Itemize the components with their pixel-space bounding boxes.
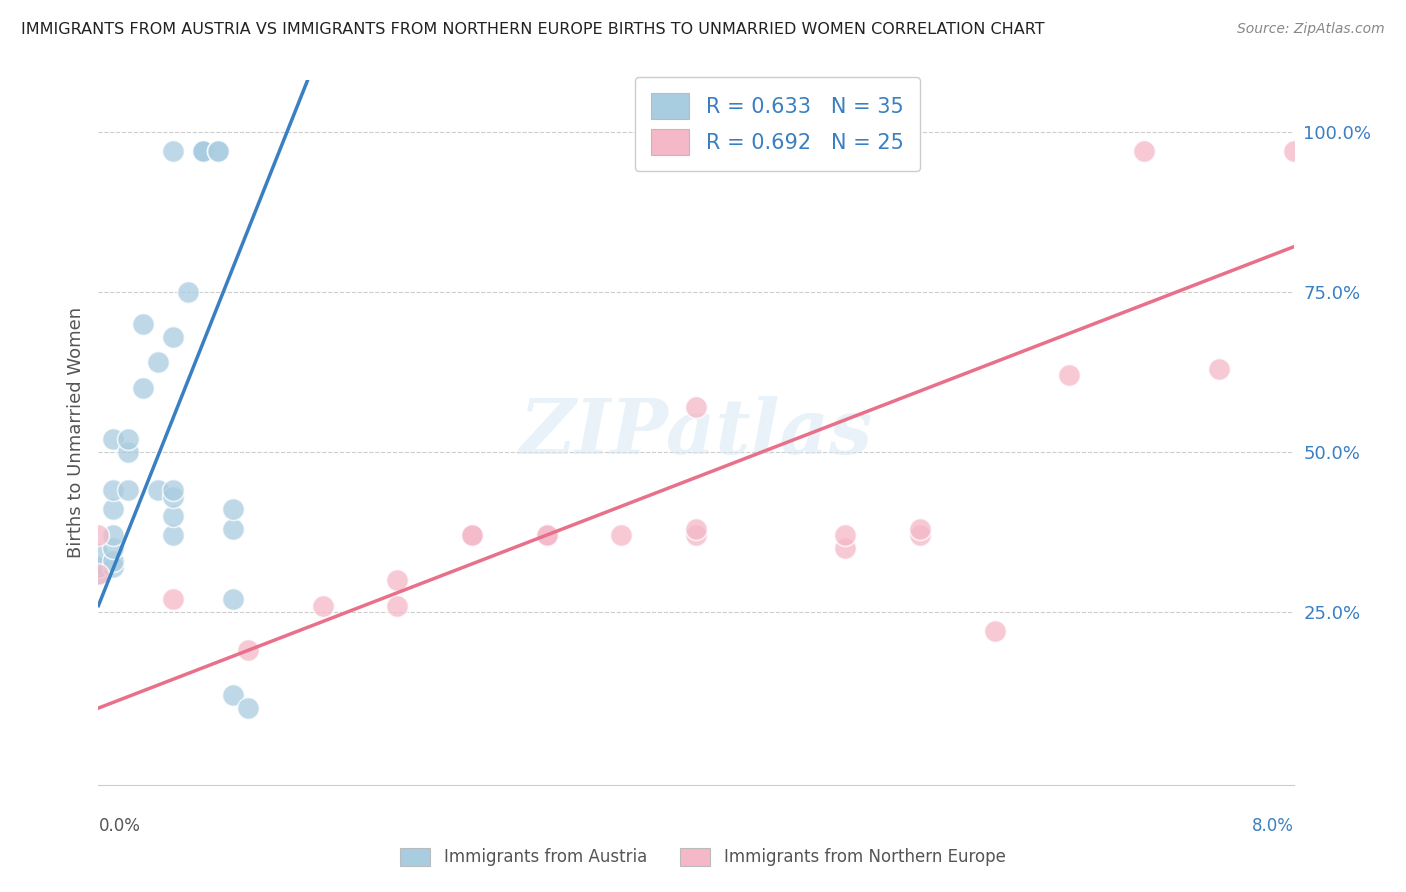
Point bbox=[103, 483, 125, 498]
Point bbox=[908, 522, 931, 536]
Text: 8.0%: 8.0% bbox=[1251, 817, 1294, 835]
Point bbox=[87, 547, 110, 561]
Text: IMMIGRANTS FROM AUSTRIA VS IMMIGRANTS FROM NORTHERN EUROPE BIRTHS TO UNMARRIED W: IMMIGRANTS FROM AUSTRIA VS IMMIGRANTS FR… bbox=[21, 22, 1045, 37]
Point bbox=[222, 688, 245, 702]
Point bbox=[103, 560, 125, 574]
Point bbox=[1133, 144, 1156, 158]
Point bbox=[610, 528, 633, 542]
Point bbox=[162, 508, 184, 523]
Y-axis label: Births to Unmarried Women: Births to Unmarried Women bbox=[66, 307, 84, 558]
Point bbox=[461, 528, 484, 542]
Point bbox=[536, 528, 558, 542]
Point bbox=[236, 643, 259, 657]
Point bbox=[311, 599, 333, 613]
Point bbox=[87, 566, 110, 581]
Point bbox=[385, 573, 409, 587]
Point bbox=[103, 502, 125, 516]
Point bbox=[222, 502, 245, 516]
Point bbox=[103, 432, 125, 446]
Point bbox=[103, 541, 125, 555]
Point bbox=[162, 483, 184, 498]
Point bbox=[207, 144, 229, 158]
Point bbox=[236, 701, 259, 715]
Point bbox=[191, 144, 214, 158]
Point bbox=[162, 592, 184, 607]
Point bbox=[132, 317, 155, 331]
Point bbox=[834, 528, 856, 542]
Point bbox=[87, 560, 110, 574]
Point bbox=[685, 400, 707, 414]
Point bbox=[984, 624, 1007, 639]
Point bbox=[536, 528, 558, 542]
Point bbox=[207, 144, 229, 158]
Legend: R = 0.633   N = 35, R = 0.692   N = 25: R = 0.633 N = 35, R = 0.692 N = 25 bbox=[634, 77, 920, 171]
Point bbox=[162, 144, 184, 158]
Text: Source: ZipAtlas.com: Source: ZipAtlas.com bbox=[1237, 22, 1385, 37]
Point bbox=[685, 528, 707, 542]
Point bbox=[117, 483, 139, 498]
Point bbox=[191, 144, 214, 158]
Point bbox=[1059, 368, 1081, 382]
Legend: Immigrants from Austria, Immigrants from Northern Europe: Immigrants from Austria, Immigrants from… bbox=[392, 839, 1014, 875]
Point bbox=[103, 554, 125, 568]
Point bbox=[162, 528, 184, 542]
Text: 0.0%: 0.0% bbox=[98, 817, 141, 835]
Point bbox=[222, 592, 245, 607]
Point bbox=[132, 381, 155, 395]
Point bbox=[1282, 144, 1305, 158]
Point bbox=[148, 483, 170, 498]
Point bbox=[117, 445, 139, 459]
Point bbox=[87, 566, 110, 581]
Point bbox=[148, 355, 170, 369]
Point bbox=[117, 432, 139, 446]
Point bbox=[461, 528, 484, 542]
Point bbox=[87, 528, 110, 542]
Point bbox=[908, 528, 931, 542]
Point bbox=[222, 522, 245, 536]
Point bbox=[385, 599, 409, 613]
Point bbox=[1208, 361, 1230, 376]
Point bbox=[103, 528, 125, 542]
Point bbox=[834, 541, 856, 555]
Text: ZIPatlas: ZIPatlas bbox=[519, 396, 873, 469]
Point bbox=[162, 329, 184, 343]
Point bbox=[191, 144, 214, 158]
Point bbox=[87, 560, 110, 574]
Point bbox=[685, 144, 707, 158]
Point bbox=[162, 490, 184, 504]
Point bbox=[685, 522, 707, 536]
Point bbox=[177, 285, 200, 299]
